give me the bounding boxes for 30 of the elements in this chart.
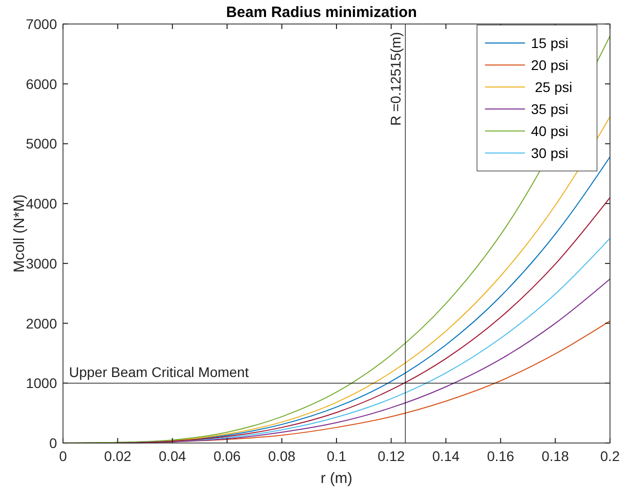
legend-label: 40 psi	[531, 123, 568, 139]
y-tick-label: 0	[49, 435, 58, 451]
legend-label: 20 psi	[531, 57, 568, 73]
x-tick-label: 0.16	[486, 448, 514, 464]
y-tick-label: 2000	[26, 315, 58, 332]
x-tick-label: 0.06	[213, 448, 241, 464]
y-tick-label: 7000	[26, 16, 58, 32]
chart-title: Beam Radius minimization	[226, 4, 417, 21]
y-tick-label: 3000	[26, 255, 58, 272]
y-tick-label: 4000	[26, 196, 58, 212]
y-tick-label: 1000	[26, 375, 58, 392]
x-tick-label: 0.04	[158, 448, 186, 464]
x-tick-label: 0.08	[268, 448, 296, 464]
x-tick-label: 0	[59, 448, 68, 464]
legend-label: 25 psi	[531, 79, 572, 95]
legend-label: 30 psi	[531, 145, 568, 161]
x-tick-label: 0.02	[104, 448, 132, 464]
ref-line-label: R =0.12515(m)	[387, 32, 404, 126]
x-tick-label: 0.12	[378, 448, 406, 464]
x-tick-label: 0.2	[600, 448, 620, 464]
y-axis-title: Mcoll (N*M)	[11, 194, 28, 273]
y-tick-label: 5000	[26, 136, 58, 152]
x-axis-title: r (m)	[320, 470, 352, 487]
legend-label: 35 psi	[531, 101, 568, 117]
y-tick-label: 6000	[26, 76, 58, 92]
x-tick-label: 0.18	[542, 448, 570, 464]
legend-label: 15 psi	[531, 35, 568, 51]
ref-line-label: Upper Beam Critical Moment	[69, 364, 249, 380]
x-tick-label: 0.1	[326, 448, 346, 464]
x-tick-label: 0.14	[432, 448, 460, 464]
